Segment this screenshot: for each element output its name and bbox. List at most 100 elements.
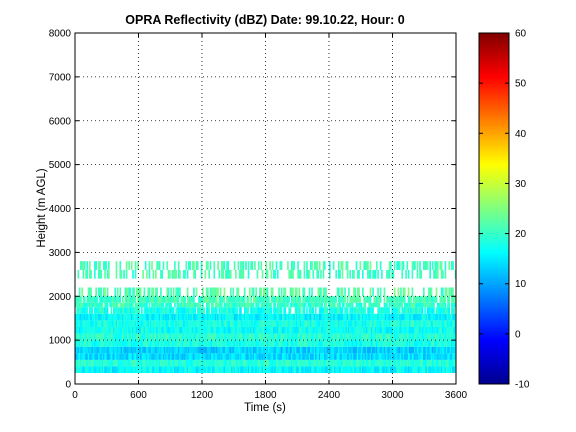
heat-cell	[218, 346, 221, 354]
heat-cell	[158, 296, 161, 303]
heat-cell	[436, 353, 439, 360]
heat-cell	[129, 296, 132, 303]
heat-cell	[395, 359, 397, 367]
heat-cell	[299, 269, 302, 279]
heat-cell	[406, 261, 409, 270]
heat-cell	[422, 287, 425, 297]
heat-cell	[381, 269, 383, 279]
heat-cell	[205, 287, 208, 297]
heat-cell	[329, 320, 331, 327]
heat-cell	[434, 313, 437, 321]
heat-cell	[419, 326, 421, 334]
heat-cell	[393, 320, 396, 327]
heat-cell	[172, 320, 175, 327]
heat-cell	[124, 353, 127, 360]
heat-cell	[257, 261, 260, 270]
heat-cell	[259, 313, 261, 321]
heat-cell	[194, 269, 197, 279]
x-tick-label: 3000	[381, 390, 404, 401]
heat-cell	[337, 287, 340, 297]
heat-cell	[97, 353, 100, 360]
heat-cell	[450, 261, 453, 270]
heat-cell	[204, 269, 207, 279]
heat-cell	[388, 326, 391, 334]
heat-cell	[194, 307, 197, 314]
heat-cell	[344, 346, 346, 354]
heat-cell	[83, 307, 86, 314]
heat-cell	[292, 302, 294, 308]
heat-cell	[274, 307, 277, 314]
heat-cell	[265, 313, 268, 321]
heat-cell	[402, 353, 405, 360]
heat-cell	[389, 333, 392, 341]
heat-cell	[148, 333, 151, 341]
heat-cell	[354, 353, 357, 360]
heat-cell	[246, 346, 249, 354]
heat-cell	[448, 307, 451, 314]
heat-cell	[141, 307, 143, 314]
heat-cell	[229, 346, 232, 354]
heat-cell	[283, 296, 285, 303]
heat-cell	[410, 333, 412, 341]
heat-cell	[77, 313, 80, 321]
heat-cell	[289, 326, 292, 334]
heat-cell	[433, 353, 435, 360]
heat-cell	[104, 333, 106, 341]
heat-cell	[224, 307, 227, 314]
heat-cell	[90, 326, 92, 334]
heat-cell	[245, 366, 247, 374]
heat-cell	[94, 302, 96, 308]
heat-cell	[102, 359, 105, 367]
heat-cell	[245, 307, 247, 314]
heat-cell	[384, 340, 387, 347]
heat-cell	[360, 346, 363, 354]
heat-cell	[96, 366, 99, 374]
heat-cell	[358, 320, 360, 327]
heat-cell	[165, 313, 167, 321]
heat-cell	[304, 296, 307, 303]
heat-cell	[262, 359, 265, 367]
heat-cell	[177, 307, 180, 314]
heat-cell	[221, 320, 223, 327]
heat-cell	[217, 261, 219, 270]
heat-cell	[238, 333, 241, 341]
heat-cell	[326, 340, 329, 347]
heat-cell	[356, 313, 359, 321]
heat-cell	[167, 269, 170, 279]
heat-cell	[298, 333, 301, 341]
heat-cell	[358, 333, 360, 341]
heat-cell	[251, 346, 254, 354]
heat-cell	[246, 359, 249, 367]
heat-cell	[402, 333, 405, 341]
heat-cell	[229, 269, 232, 279]
heat-cell	[111, 302, 114, 308]
heat-cell	[198, 359, 200, 367]
heat-cell	[448, 261, 451, 270]
heat-cell	[100, 346, 103, 354]
heat-cell	[364, 261, 367, 270]
heat-cell	[426, 296, 429, 303]
heat-cell	[370, 302, 373, 308]
heat-cell	[424, 366, 426, 374]
heat-cell	[288, 296, 291, 303]
heat-cell	[185, 320, 188, 327]
heat-cell	[96, 296, 99, 303]
heat-cell	[179, 320, 181, 327]
heat-cell	[191, 261, 194, 270]
heat-cell	[288, 340, 291, 347]
heat-cell	[94, 359, 96, 367]
heat-cell	[128, 366, 131, 374]
heat-cell	[186, 269, 189, 279]
heat-cell	[147, 359, 150, 367]
heat-cell	[450, 296, 453, 303]
heat-cell	[118, 340, 120, 347]
heat-cell	[175, 333, 177, 341]
heat-cell	[155, 326, 157, 334]
heat-cell	[213, 269, 216, 279]
heat-cell	[339, 359, 341, 367]
heat-cell	[179, 353, 181, 360]
heat-cell	[82, 261, 85, 270]
heat-cell	[80, 307, 82, 314]
heat-cell	[370, 313, 373, 321]
heat-cell	[392, 269, 395, 279]
